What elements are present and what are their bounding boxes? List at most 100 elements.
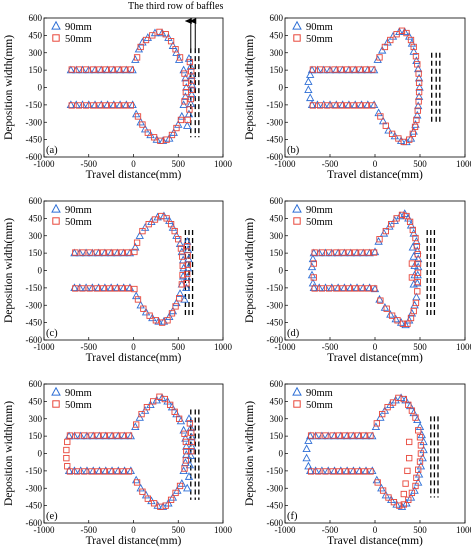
y-tick-label: 300 <box>29 48 43 58</box>
x-tick-label: 1000 <box>456 525 471 535</box>
legend-label-50mm: 50mm <box>306 400 333 411</box>
data-point-50mm <box>416 434 424 441</box>
x-tick-label: -1000 <box>275 342 296 352</box>
y-tick-label: 450 <box>270 213 284 223</box>
data-point-50mm <box>167 38 175 45</box>
legend-label-90mm: 90mm <box>65 22 92 33</box>
data-point-50mm <box>395 135 402 142</box>
data-point-50mm <box>115 102 122 109</box>
data-point-50mm <box>162 502 169 509</box>
x-tick-label: 500 <box>172 159 186 169</box>
data-point-50mm <box>157 137 164 144</box>
data-point-90mm <box>396 318 406 326</box>
data-point-90mm <box>172 231 181 239</box>
data-point-50mm <box>186 106 193 113</box>
data-point-50mm <box>415 79 423 87</box>
data-point-90mm <box>181 73 190 82</box>
y-tick-label: 150 <box>29 65 43 75</box>
data-point-90mm <box>119 283 128 292</box>
data-point-50mm <box>389 399 397 406</box>
data-point-90mm <box>125 283 135 292</box>
data-point-50mm <box>188 448 195 455</box>
data-point-90mm <box>369 100 379 109</box>
data-point-50mm <box>356 102 363 109</box>
y-tick-label: 0 <box>38 83 43 93</box>
data-point-50mm <box>72 285 79 292</box>
data-point-50mm <box>329 468 336 475</box>
data-point-50mm <box>125 468 133 475</box>
data-point-50mm <box>396 502 403 509</box>
data-point-50mm <box>144 129 151 136</box>
data-point-90mm <box>159 316 169 325</box>
data-point-50mm <box>331 102 338 109</box>
legend-marker-90mm <box>292 20 302 30</box>
legend-marker-50mm <box>52 400 60 408</box>
data-point-90mm <box>101 466 110 475</box>
y-tick-label: -300 <box>26 483 43 493</box>
y-tick-label: 450 <box>270 396 284 406</box>
x-tick-label: 1000 <box>214 342 233 352</box>
data-point-50mm <box>183 280 190 287</box>
x-tick-label: -500 <box>81 525 98 535</box>
data-point-50mm <box>399 320 407 327</box>
y-tick-label: -300 <box>267 483 284 493</box>
data-point-50mm <box>162 31 169 38</box>
data-point-50mm <box>408 274 416 281</box>
y-tick-label: -150 <box>267 100 284 110</box>
data-point-50mm <box>376 54 383 61</box>
data-point-90mm <box>321 248 330 257</box>
y-tick-label: -450 <box>26 318 43 328</box>
x-tick-label: 500 <box>172 342 186 352</box>
data-point-50mm <box>407 314 415 322</box>
data-point-90mm <box>175 239 185 248</box>
data-point-90mm <box>186 451 195 459</box>
data-point-50mm <box>176 482 184 490</box>
data-point-50mm <box>335 432 343 439</box>
data-point-50mm <box>406 438 413 446</box>
data-point-50mm <box>414 278 421 286</box>
data-point-50mm <box>81 432 88 439</box>
legend-marker-90mm <box>51 386 61 396</box>
y-tick-label: 0 <box>279 266 284 276</box>
y-tick-label: 600 <box>29 196 43 206</box>
data-point-90mm <box>94 283 103 292</box>
data-point-90mm <box>165 216 174 224</box>
data-point-50mm <box>181 430 188 437</box>
data-point-50mm <box>171 227 178 235</box>
data-point-90mm <box>134 44 144 53</box>
data-point-50mm <box>373 420 380 427</box>
data-point-50mm <box>64 463 71 470</box>
data-point-50mm <box>146 312 153 319</box>
x-tick-label: -500 <box>322 525 339 535</box>
data-point-50mm <box>150 500 158 507</box>
data-point-90mm <box>115 100 125 109</box>
data-point-50mm <box>383 305 390 312</box>
data-point-50mm <box>107 432 114 439</box>
data-point-50mm <box>403 29 410 37</box>
data-point-50mm <box>73 432 81 439</box>
data-point-50mm <box>310 274 317 281</box>
data-point-50mm <box>414 107 421 114</box>
data-point-50mm <box>131 285 138 293</box>
y-tick-label: 600 <box>29 13 43 23</box>
data-point-50mm <box>412 482 419 490</box>
y-tick-label: -600 <box>26 335 43 345</box>
data-point-50mm <box>382 227 389 235</box>
data-point-90mm <box>109 100 118 109</box>
data-point-50mm <box>94 432 101 439</box>
data-point-50mm <box>406 454 413 462</box>
x-axis-label: Travel distance(mm) <box>327 169 423 181</box>
data-point-90mm <box>132 291 141 300</box>
data-point-50mm <box>322 468 329 475</box>
data-point-90mm <box>136 483 145 492</box>
x-tick-label: 500 <box>413 525 427 535</box>
data-point-50mm <box>410 307 417 315</box>
data-point-50mm <box>322 432 329 439</box>
data-point-50mm <box>115 66 122 73</box>
data-point-50mm <box>335 468 343 475</box>
panel-b: -1000 -500 0 500 1000 600 450 300 150 0 -150 -300 -4… <box>244 13 471 181</box>
data-point-90mm <box>340 283 349 292</box>
data-point-50mm <box>315 468 322 475</box>
data-point-50mm <box>68 66 75 73</box>
